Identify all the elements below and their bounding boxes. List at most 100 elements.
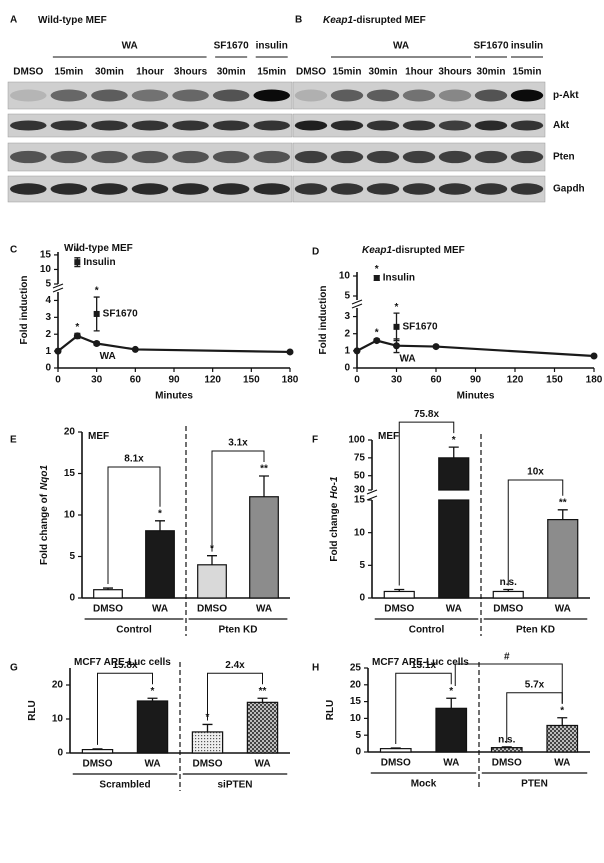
significance: **	[260, 464, 268, 475]
y-tick-label: 4	[45, 295, 51, 306]
series-label: WA	[100, 351, 116, 362]
y-tick-label: 0	[355, 747, 361, 758]
y-tick-label: 0	[344, 363, 350, 374]
x-tick-label: WA	[443, 758, 459, 769]
lane-label: 30min	[217, 67, 246, 78]
y-tick-label: 20	[64, 427, 76, 438]
y-tick-label: 100	[348, 435, 365, 446]
fold-change: 5.7x	[525, 679, 545, 690]
error-bar	[503, 588, 514, 592]
title-text: -disrupted MEF	[353, 15, 426, 26]
comparison-bracket	[97, 672, 153, 745]
point	[590, 352, 598, 360]
blot-band	[366, 120, 400, 131]
y-tick-label: 2	[45, 329, 51, 340]
y-tick-label: 5	[355, 730, 361, 741]
y-label-text: Fold induction	[318, 286, 329, 355]
y-axis-label: Fold change Ho-1	[329, 476, 340, 562]
x-tick-label: DMSO	[193, 759, 223, 770]
x-tick-label: 0	[55, 375, 61, 386]
point	[286, 348, 294, 356]
y-tick-label: 3	[45, 312, 51, 323]
blot-band	[366, 150, 400, 164]
blot-band	[294, 183, 328, 195]
blot-band	[330, 89, 364, 102]
group-label: WA	[122, 41, 138, 52]
point	[373, 275, 380, 281]
fold-change: 75.8x	[414, 409, 439, 420]
x-tick-label: 90	[470, 375, 482, 386]
error-bar	[448, 446, 459, 458]
lane-label: 30min	[477, 67, 506, 78]
fold-change: 2.4x	[225, 660, 245, 671]
significance: *	[151, 686, 155, 697]
title-text: MEF	[88, 431, 109, 442]
row-label: Gapdh	[553, 184, 585, 195]
x-tick-label: 0	[354, 375, 360, 386]
blot-band	[402, 183, 436, 195]
title-text: Wild-type MEF	[64, 243, 133, 254]
treatment-label: SF1670	[214, 41, 249, 52]
x-tick-label: 150	[546, 375, 563, 386]
bar	[379, 748, 412, 753]
x-tick-label: DMSO	[381, 758, 411, 769]
x-tick-label: 60	[130, 375, 142, 386]
treatment-label: insulin	[511, 41, 543, 52]
y-tick-label: 10	[40, 264, 52, 275]
y-tick-label: 10	[350, 713, 362, 724]
y-tick-label: 10	[354, 527, 366, 538]
blot-band	[10, 150, 47, 164]
group-label: Scrambled	[99, 780, 150, 791]
point	[432, 343, 440, 351]
blot-band	[91, 183, 128, 195]
x-tick-label: 120	[204, 375, 221, 386]
comparison-bracket	[107, 466, 161, 585]
y-tick-label: 10	[52, 714, 64, 725]
y-tick-label: 50	[354, 470, 366, 481]
blot-band	[91, 120, 128, 131]
lane-label: 30min	[369, 67, 398, 78]
blot-band	[402, 120, 436, 131]
group-label: siPTEN	[217, 780, 252, 791]
y-axis-label: Fold induction	[19, 276, 30, 345]
x-tick-label: 180	[586, 375, 603, 386]
point	[74, 259, 81, 266]
blot-band	[438, 89, 472, 102]
x-tick-label: WA	[144, 759, 160, 770]
panel-title: MEF	[88, 431, 109, 442]
panel-title: MCF7 ARE-Luc cells	[74, 657, 171, 668]
comparison-bracket	[454, 663, 563, 704]
panel-title: Keap1-disrupted MEF	[323, 15, 426, 26]
significance: *	[452, 435, 456, 446]
y-tick-label: 0	[69, 593, 75, 604]
significance: *	[375, 264, 379, 275]
blot-band	[253, 120, 290, 131]
blot-band	[294, 150, 328, 164]
blot-band	[330, 183, 364, 195]
error-bar	[557, 509, 568, 520]
title-text: MEF	[378, 431, 399, 442]
blot-band	[10, 120, 47, 131]
significance: *	[75, 246, 79, 257]
error-bar	[446, 697, 457, 709]
bar	[191, 731, 224, 754]
panel-letter: E	[10, 435, 17, 446]
blot-band	[131, 183, 169, 195]
blot-band	[510, 89, 544, 102]
panel-letter: G	[10, 663, 18, 674]
error-bar	[557, 717, 568, 726]
blot-band	[474, 183, 508, 195]
comparison-bracket	[398, 421, 455, 586]
blot-band	[212, 150, 250, 164]
lane-label: 30min	[95, 67, 124, 78]
error-bar	[155, 520, 165, 531]
y-label-text: Fold change of	[39, 493, 50, 565]
comparison-bracket	[211, 450, 265, 552]
y-tick-label: 3	[344, 311, 350, 322]
y-tick-label: 10	[339, 271, 351, 282]
bar	[81, 748, 114, 754]
lane-label: 1hour	[405, 67, 433, 78]
x-tick-label: DMSO	[384, 604, 414, 615]
axis-break	[366, 489, 378, 495]
lane-label: 3hours	[438, 67, 472, 78]
